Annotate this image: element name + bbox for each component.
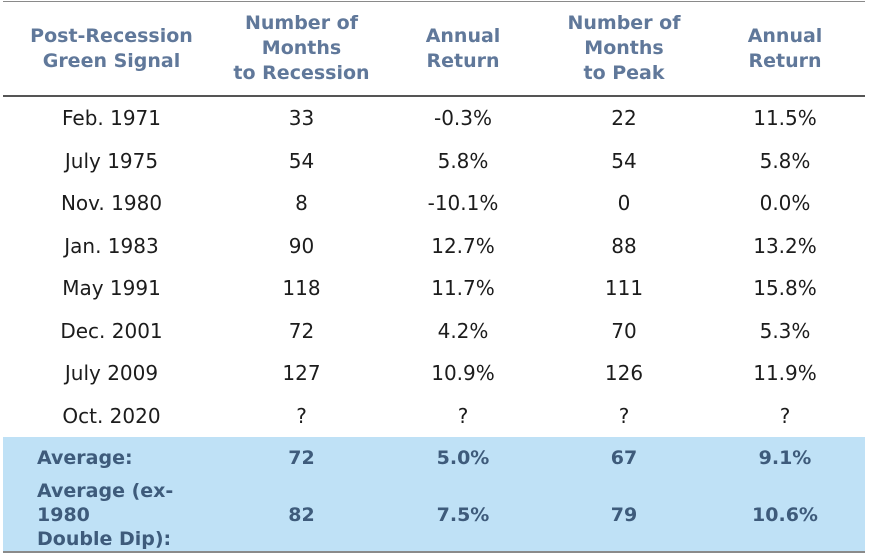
months-to-recession: 8 — [295, 191, 308, 216]
annual-return-peak: 15.8% — [753, 276, 817, 301]
signal-date: Jan. 1983 — [64, 233, 159, 258]
signal-date: Dec. 2001 — [60, 318, 163, 343]
annual-return-recession: 11.7% — [431, 276, 495, 301]
months-to-peak: ? — [618, 403, 630, 428]
average-months-to-peak: 79 — [543, 479, 705, 553]
annual-return-recession: ? — [457, 403, 469, 428]
months-to-peak: 54 — [611, 148, 637, 173]
header-annual-return-recession: Annual Return — [383, 2, 543, 97]
months-to-peak: 22 — [611, 106, 637, 131]
signal-date: Feb. 1971 — [61, 106, 162, 131]
annual-return-peak: 11.5% — [753, 106, 817, 131]
table-row: Dec. 2001 72 4.2% 70 5.3% — [3, 310, 865, 353]
annual-return-recession: 5.8% — [437, 148, 489, 173]
table-row: Feb. 1971 33 -0.3% 22 11.5% — [3, 96, 865, 140]
signal-date: May 1991 — [62, 276, 161, 301]
annual-return-peak: 5.3% — [759, 318, 811, 343]
header-annual-return-peak: Annual Return — [705, 2, 865, 97]
average-months-to-recession: 82 — [220, 479, 383, 553]
annual-return-peak: 0.0% — [759, 191, 811, 216]
average-annual-return-peak: 10.6% — [705, 479, 865, 553]
table-row: Nov. 1980 8 -10.1% 0 0.0% — [3, 182, 865, 225]
annual-return-peak: ? — [779, 403, 791, 428]
average-months-to-recession: 72 — [220, 437, 383, 479]
annual-return-peak: 5.8% — [759, 148, 811, 173]
table-row: July 1975 54 5.8% 54 5.8% — [3, 140, 865, 183]
table-row: Jan. 1983 90 12.7% 88 13.2% — [3, 225, 865, 268]
months-to-recession: 90 — [288, 233, 315, 258]
months-to-peak: 0 — [617, 191, 631, 216]
months-to-peak: 88 — [611, 233, 637, 258]
months-to-recession: 72 — [288, 318, 315, 343]
annual-return-recession: -10.1% — [427, 191, 499, 216]
months-to-recession: ? — [296, 403, 307, 428]
annual-return-recession: 4.2% — [437, 318, 489, 343]
top-rule — [3, 1, 865, 2]
recession-table: Post-Recession Green Signal Number of Mo… — [3, 2, 865, 553]
months-to-peak: 70 — [611, 318, 637, 343]
annual-return-recession: -0.3% — [433, 106, 493, 131]
annual-return-peak: 13.2% — [753, 233, 817, 258]
annual-return-peak: 11.9% — [753, 361, 817, 386]
header-months-to-peak: Number of Months to Peak — [543, 2, 705, 97]
table-row: May 1991 118 11.7% 111 15.8% — [3, 267, 865, 310]
header-months-to-recession: Number of Months to Recession — [220, 2, 383, 97]
signal-date: Nov. 1980 — [60, 191, 163, 216]
signal-date: July 1975 — [64, 148, 159, 173]
average-row: Average: 72 5.0% 67 9.1% — [3, 437, 865, 479]
table-body: Feb. 1971 33 -0.3% 22 11.5% July 1975 54… — [3, 96, 865, 553]
average-ex-1980-label: Average (ex-1980 Double Dip): — [3, 479, 220, 553]
average-annual-return-recession: 5.0% — [383, 437, 543, 479]
signal-date: Oct. 2020 — [62, 403, 161, 428]
months-to-recession: 54 — [288, 148, 315, 173]
average-annual-return-recession: 7.5% — [383, 479, 543, 553]
average-months-to-peak: 67 — [543, 437, 705, 479]
table-row: July 2009 127 10.9% 126 11.9% — [3, 352, 865, 395]
average-ex-1980-row: Average (ex-1980 Double Dip): 82 7.5% 79… — [3, 479, 865, 553]
months-to-recession: 33 — [288, 106, 315, 131]
average-label: Average: — [3, 437, 220, 479]
annual-return-recession: 10.9% — [431, 361, 495, 386]
annual-return-recession: 12.7% — [431, 233, 495, 258]
table-header: Post-Recession Green Signal Number of Mo… — [3, 2, 865, 97]
header-green-signal: Post-Recession Green Signal — [3, 2, 220, 97]
months-to-recession: 127 — [282, 361, 321, 386]
average-annual-return-peak: 9.1% — [705, 437, 865, 479]
months-to-peak: 111 — [604, 276, 644, 301]
months-to-recession: 118 — [282, 276, 321, 301]
signal-date: July 2009 — [64, 361, 159, 386]
months-to-peak: 126 — [604, 361, 644, 386]
table-row: Oct. 2020 ? ? ? ? — [3, 395, 865, 438]
